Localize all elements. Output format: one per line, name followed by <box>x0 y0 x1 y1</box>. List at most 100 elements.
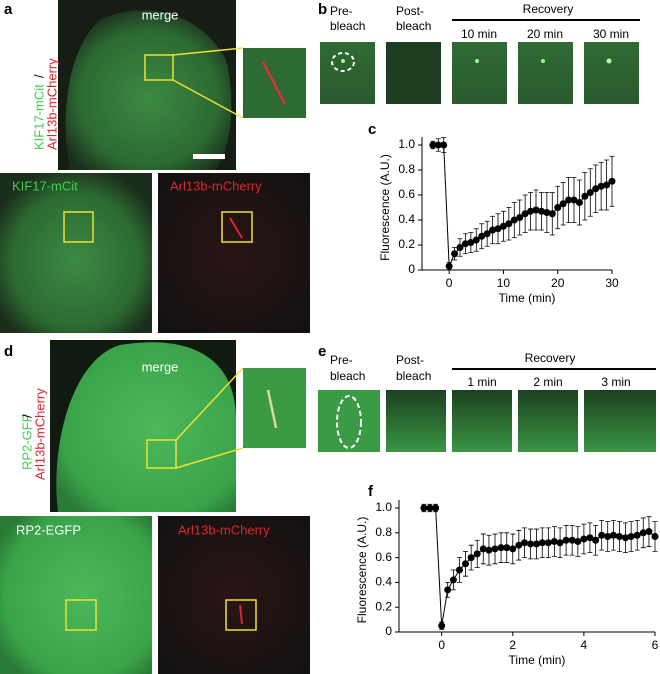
data-point <box>556 539 564 547</box>
data-point <box>499 222 507 230</box>
data-point <box>580 535 588 543</box>
data-point <box>621 534 629 542</box>
roi-box <box>144 54 174 81</box>
data-point <box>562 536 570 544</box>
data-point <box>456 244 464 251</box>
data-point <box>467 239 475 246</box>
y-tick-label: 0 <box>408 262 415 276</box>
roi-box <box>63 211 94 243</box>
column-label: bleach <box>330 19 365 33</box>
image-label: merge <box>142 7 179 22</box>
y-tick-label: 0.6 <box>375 550 392 564</box>
cell <box>56 342 236 512</box>
spot <box>541 59 545 63</box>
y-tick-label: 0 <box>385 624 392 638</box>
image <box>0 516 152 674</box>
data-point <box>565 196 573 204</box>
data-point <box>444 586 452 594</box>
data-point <box>651 533 659 541</box>
x-tick-label: 20 <box>551 276 565 290</box>
image <box>518 42 573 104</box>
data-point <box>515 541 523 549</box>
data-point <box>521 210 529 218</box>
bleach-region <box>331 52 355 72</box>
image-label: KIF17-mCit <box>12 178 78 193</box>
cilium <box>266 389 278 429</box>
image <box>158 516 310 674</box>
image <box>452 42 507 104</box>
image <box>518 390 578 452</box>
time-label: 20 min <box>527 27 563 41</box>
cilium <box>261 61 287 105</box>
x-axis-title: Time (min) <box>499 291 556 305</box>
side-label: Arl13b-mCherry <box>32 388 47 480</box>
data-point <box>497 544 505 552</box>
panel-letter: b <box>318 1 327 18</box>
scale-bar <box>193 154 225 159</box>
column-label: Post- <box>396 353 424 367</box>
spot <box>341 59 345 63</box>
side-label: KIF17-mCit <box>31 84 46 150</box>
column-label: Pre- <box>330 353 353 367</box>
image-label: Arl13b-mCherry <box>178 522 270 537</box>
y-tick-label: 0.2 <box>398 237 415 251</box>
data-point <box>485 546 493 554</box>
zoom-line <box>172 79 244 119</box>
inset <box>243 368 306 448</box>
data-point <box>510 216 518 224</box>
data-point <box>455 566 463 574</box>
image-label: RP2-EGFP <box>16 522 81 537</box>
image-label: Arl13b-mCherry <box>170 178 262 193</box>
panel-d: d merge RP2-GFP / Arl13b-mCherry RP2-EGF… <box>0 340 310 674</box>
data-point <box>603 181 611 189</box>
x-tick-label: 10 <box>497 276 511 290</box>
panel-letter: d <box>4 343 13 360</box>
data-point <box>559 200 567 208</box>
data-point <box>429 141 437 149</box>
cilium <box>229 217 243 239</box>
image <box>584 42 639 104</box>
data-point <box>516 214 524 221</box>
data-point <box>461 240 469 248</box>
zoom-line <box>172 47 244 56</box>
time-label: 10 min <box>461 27 497 41</box>
data-point <box>479 545 487 553</box>
data-point <box>598 531 606 539</box>
data-point <box>581 192 589 200</box>
data-point <box>503 544 511 552</box>
y-axis-title: Fluorescence (A.U.) <box>355 517 369 624</box>
spot <box>475 59 479 63</box>
zoom-line <box>175 367 244 441</box>
data-point <box>645 528 653 536</box>
data-point <box>527 207 535 215</box>
data-point <box>438 622 446 630</box>
y-tick-label: 1.0 <box>398 137 415 151</box>
image <box>584 390 656 452</box>
data-point <box>440 141 448 149</box>
y-tick-label: 0.8 <box>398 162 415 176</box>
panel-e: e Pre- bleach Post- bleach Recovery 1 mi… <box>318 343 656 452</box>
data-point <box>521 539 529 547</box>
panel-b: b Pre- bleach Post- bleach Recovery 10 m… <box>318 1 640 104</box>
data-point <box>592 185 600 193</box>
roi-box <box>65 599 97 631</box>
data-point <box>586 189 594 196</box>
data-point <box>478 232 486 240</box>
time-label: 2 min <box>533 375 562 389</box>
x-tick-label: 2 <box>509 638 516 652</box>
column-label: bleach <box>396 19 431 33</box>
data-point <box>494 225 502 233</box>
data-point <box>609 531 617 539</box>
panel-a: a merge KIF17-mCit / Arl13b-mCherry KIF1… <box>0 0 310 333</box>
image <box>386 42 441 104</box>
data-point <box>449 576 457 584</box>
data-point <box>445 262 453 270</box>
data-point <box>472 236 480 244</box>
data-point <box>533 540 541 548</box>
data-point <box>592 536 600 544</box>
panel-letter: a <box>4 1 13 18</box>
image <box>318 390 380 452</box>
x-tick-label: 30 <box>605 276 619 290</box>
